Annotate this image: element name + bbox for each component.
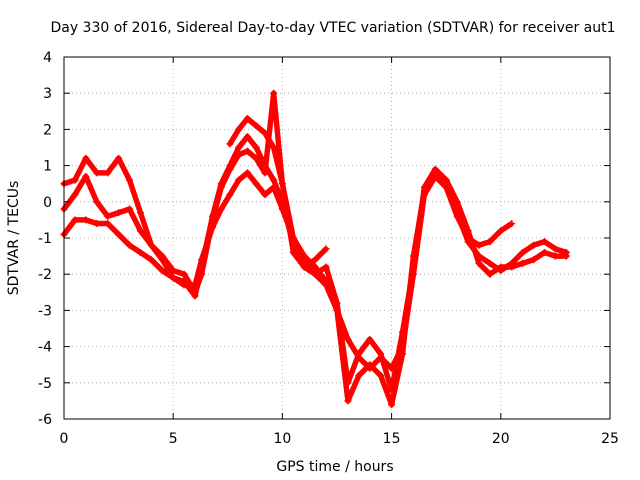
x-tick-label: 15 bbox=[383, 431, 401, 447]
marker-trail bbox=[290, 249, 307, 270]
marker-trail bbox=[454, 199, 471, 234]
x-tick-label: 5 bbox=[169, 431, 178, 447]
y-tick-label: 2 bbox=[43, 122, 52, 138]
marker-trail bbox=[126, 206, 144, 234]
y-tick-label: 0 bbox=[43, 195, 52, 211]
marker-trail bbox=[198, 217, 216, 277]
x-tick-label: 0 bbox=[60, 431, 69, 447]
x-axis-label: GPS time / hours bbox=[276, 459, 393, 475]
marker-trail bbox=[421, 166, 439, 191]
marker-trail bbox=[388, 351, 406, 408]
marker-trail bbox=[356, 336, 373, 357]
marker-trail bbox=[270, 184, 286, 212]
marker-trail bbox=[181, 271, 198, 296]
series-track-4 bbox=[226, 115, 330, 271]
data-points bbox=[60, 89, 570, 409]
y-tick-label: -4 bbox=[38, 340, 52, 356]
marker-trail bbox=[498, 220, 515, 234]
marker-trail bbox=[377, 351, 395, 393]
marker-trail bbox=[115, 155, 133, 183]
marker-trail bbox=[83, 155, 100, 176]
marker-trail bbox=[72, 173, 89, 198]
series-track-1 bbox=[60, 133, 516, 372]
marker-trail bbox=[137, 228, 155, 248]
marker-trail bbox=[388, 329, 406, 393]
marker-trail bbox=[345, 351, 362, 386]
x-tick-label: 10 bbox=[273, 431, 291, 447]
data-point bbox=[562, 248, 570, 256]
x-tick-label: 25 bbox=[601, 431, 619, 447]
x-tick-label: 20 bbox=[492, 431, 510, 447]
marker-trail bbox=[262, 90, 277, 176]
y-tick-label: -3 bbox=[38, 303, 52, 319]
marker-trail bbox=[312, 264, 329, 285]
marker-trail bbox=[399, 264, 417, 335]
grid bbox=[64, 57, 610, 419]
marker-trail bbox=[323, 264, 340, 306]
data-point bbox=[322, 245, 330, 253]
marker-trail bbox=[159, 253, 176, 274]
marker-trail bbox=[410, 184, 428, 270]
marker-trail bbox=[227, 151, 242, 172]
marker-trail bbox=[192, 271, 205, 296]
series-track-3 bbox=[60, 89, 570, 394]
marker-trail bbox=[377, 372, 395, 408]
marker-trail bbox=[279, 180, 297, 256]
marker-trail bbox=[443, 177, 460, 216]
marker-trail bbox=[334, 300, 351, 386]
y-tick-label: 3 bbox=[43, 86, 52, 102]
y-axis-label: SDTVAR / TECUs bbox=[6, 181, 22, 296]
y-tick-label: -6 bbox=[38, 412, 52, 428]
marker-trail bbox=[218, 191, 233, 212]
marker-trail bbox=[262, 130, 277, 151]
marker-trail bbox=[72, 155, 89, 183]
marker-trail bbox=[126, 177, 144, 216]
marker-trail bbox=[83, 173, 100, 205]
y-tick-label: 4 bbox=[43, 50, 52, 66]
marker-trail bbox=[465, 238, 482, 259]
chart-title: Day 330 of 2016, Sidereal Day-to-day VTE… bbox=[50, 20, 615, 36]
marker-trail bbox=[227, 177, 242, 198]
marker-trail bbox=[312, 246, 329, 263]
marker-trail bbox=[192, 256, 205, 288]
marker-trail bbox=[209, 184, 224, 223]
data-point bbox=[508, 220, 516, 228]
marker-trail bbox=[218, 166, 233, 191]
marker-trail bbox=[367, 336, 384, 357]
marker-trail bbox=[270, 144, 286, 187]
y-tick-label: -1 bbox=[38, 231, 52, 247]
marker-trail bbox=[345, 372, 362, 404]
marker-trail bbox=[94, 199, 111, 220]
marker-trail bbox=[301, 256, 318, 277]
marker-trail bbox=[227, 126, 242, 147]
y-tick-label: -2 bbox=[38, 267, 52, 283]
marker-trail bbox=[454, 209, 471, 245]
marker-trail bbox=[61, 217, 78, 238]
y-tick-label: 1 bbox=[43, 159, 52, 175]
marker-trail bbox=[290, 235, 307, 263]
y-tick-label: -5 bbox=[38, 376, 52, 392]
